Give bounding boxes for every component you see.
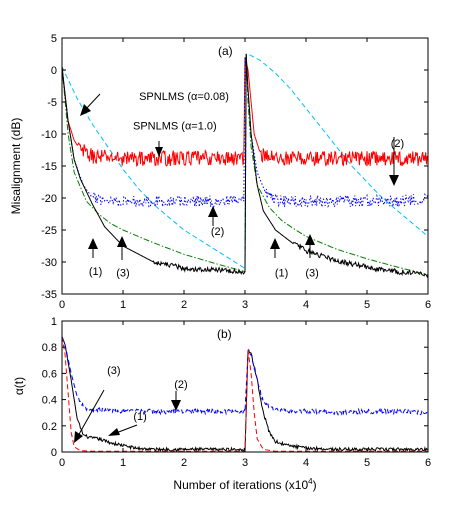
panel-b: 0 1 2 3 4 5 6 1 0.8 0.6 0.4 0.2 0 (b) α(t) Number of… (12, 316, 431, 492)
arrow-head-b-3 (74, 431, 83, 443)
ytick-label: 0.4 (42, 395, 57, 407)
annotation-b-1: (1) (133, 411, 146, 423)
series-line-b-2 (61, 336, 428, 452)
xtick-label: 4 (303, 457, 309, 469)
arrow-head-b-2 (171, 400, 181, 411)
annotation-b-2: (2) (174, 379, 187, 391)
arrow-spnlms-008 (84, 93, 101, 111)
xlabel-sup: 4 (308, 477, 313, 486)
annotation-spnlms-10: SPNLMS (α=1.0) (133, 121, 217, 133)
arrow-head-spnlms-10 (155, 147, 163, 157)
xtick-label: 3 (242, 299, 248, 311)
arrow-head-a-1-left (88, 238, 98, 249)
ytick-label: 0 (51, 65, 57, 77)
xlabel-main: Number of iterations (x10 (173, 478, 308, 492)
xtick-label: 1 (120, 299, 126, 311)
panel-a-ylabel: Misalignment (dB) (9, 118, 23, 215)
arrow-head-a-2-right (389, 175, 399, 186)
annotation-a-3-left: (3) (116, 268, 129, 280)
xtick-label: 6 (425, 457, 431, 469)
ytick-label: -25 (41, 225, 57, 237)
panel-b-frame (61, 320, 429, 453)
ytick-label: -30 (41, 257, 57, 269)
xlabel-end: ) (313, 478, 317, 492)
annotation-a-1-right: (1) (275, 268, 288, 280)
annotation-b-3: (3) (107, 365, 120, 377)
panel-a-arrows (80, 93, 399, 260)
panel-a-label: (a) (218, 44, 233, 58)
arrow-head-a-2-left (208, 206, 218, 217)
panel-b-ticks: 0 1 2 3 4 5 6 1 0.8 0.6 0.4 0.2 0 (42, 316, 431, 469)
ytick-label: -20 (41, 193, 57, 205)
panel-b-ylabel: α(t) (12, 377, 26, 395)
ytick-label: 0.6 (42, 368, 57, 380)
annotation-a-2-left: (2) (211, 226, 224, 238)
annotation-a-3-right: (3) (305, 268, 318, 280)
xtick-label: 1 (120, 457, 126, 469)
xtick-label: 6 (425, 299, 431, 311)
annotation-a-1-left: (1) (89, 266, 102, 278)
panel-b-annotations: (3) (2) (1) (107, 365, 188, 423)
ytick-label: -5 (47, 97, 57, 109)
ytick-label: 0.2 (42, 421, 57, 433)
xtick-label: 3 (242, 457, 248, 469)
ytick-label: 0 (51, 447, 57, 459)
ytick-label: -15 (41, 161, 57, 173)
panel-a-frame (61, 37, 429, 295)
arrow-b-1 (115, 424, 138, 434)
series-line-a-1 (61, 57, 429, 168)
xtick-label: 5 (364, 299, 370, 311)
annotation-spnlms-008: SPNLMS (α=0.08) (139, 91, 229, 103)
arrow-b-3 (77, 389, 105, 437)
xtick-label: 4 (303, 299, 309, 311)
panel-b-xlabel: Number of iterations (x104) (173, 477, 316, 492)
ytick-label: 5 (51, 33, 57, 45)
annotation-a-2-right: (2) (391, 138, 404, 150)
panel-a: 0 1 2 3 4 5 6 5 0 -5 -10 -15 -20 -25 -30 -35 (a) Misali… (9, 33, 431, 311)
ytick-label: -10 (41, 129, 57, 141)
panel-b-label: (b) (217, 327, 232, 341)
xtick-label: 0 (59, 299, 65, 311)
xtick-label: 0 (59, 457, 65, 469)
arrow-head-a-3-right (305, 234, 315, 245)
xtick-label: 2 (181, 299, 187, 311)
ytick-label: 0.8 (42, 342, 57, 354)
arrow-head-a-3-left (117, 236, 127, 247)
ytick-label: -35 (41, 289, 57, 301)
panel-a-annotations: SPNLMS (α=0.08) SPNLMS (α=1.0) (1) (3) (… (89, 91, 404, 280)
panel-b-arrows (74, 389, 181, 443)
arrow-head-a-1-right (270, 238, 280, 249)
ytick-label: 1 (51, 316, 57, 328)
xtick-label: 5 (364, 457, 370, 469)
arrow-head-b-1 (108, 428, 120, 436)
arrow-head-spnlms-008 (80, 104, 91, 116)
series-line-a-2 (61, 57, 429, 209)
xtick-label: 2 (181, 457, 187, 469)
